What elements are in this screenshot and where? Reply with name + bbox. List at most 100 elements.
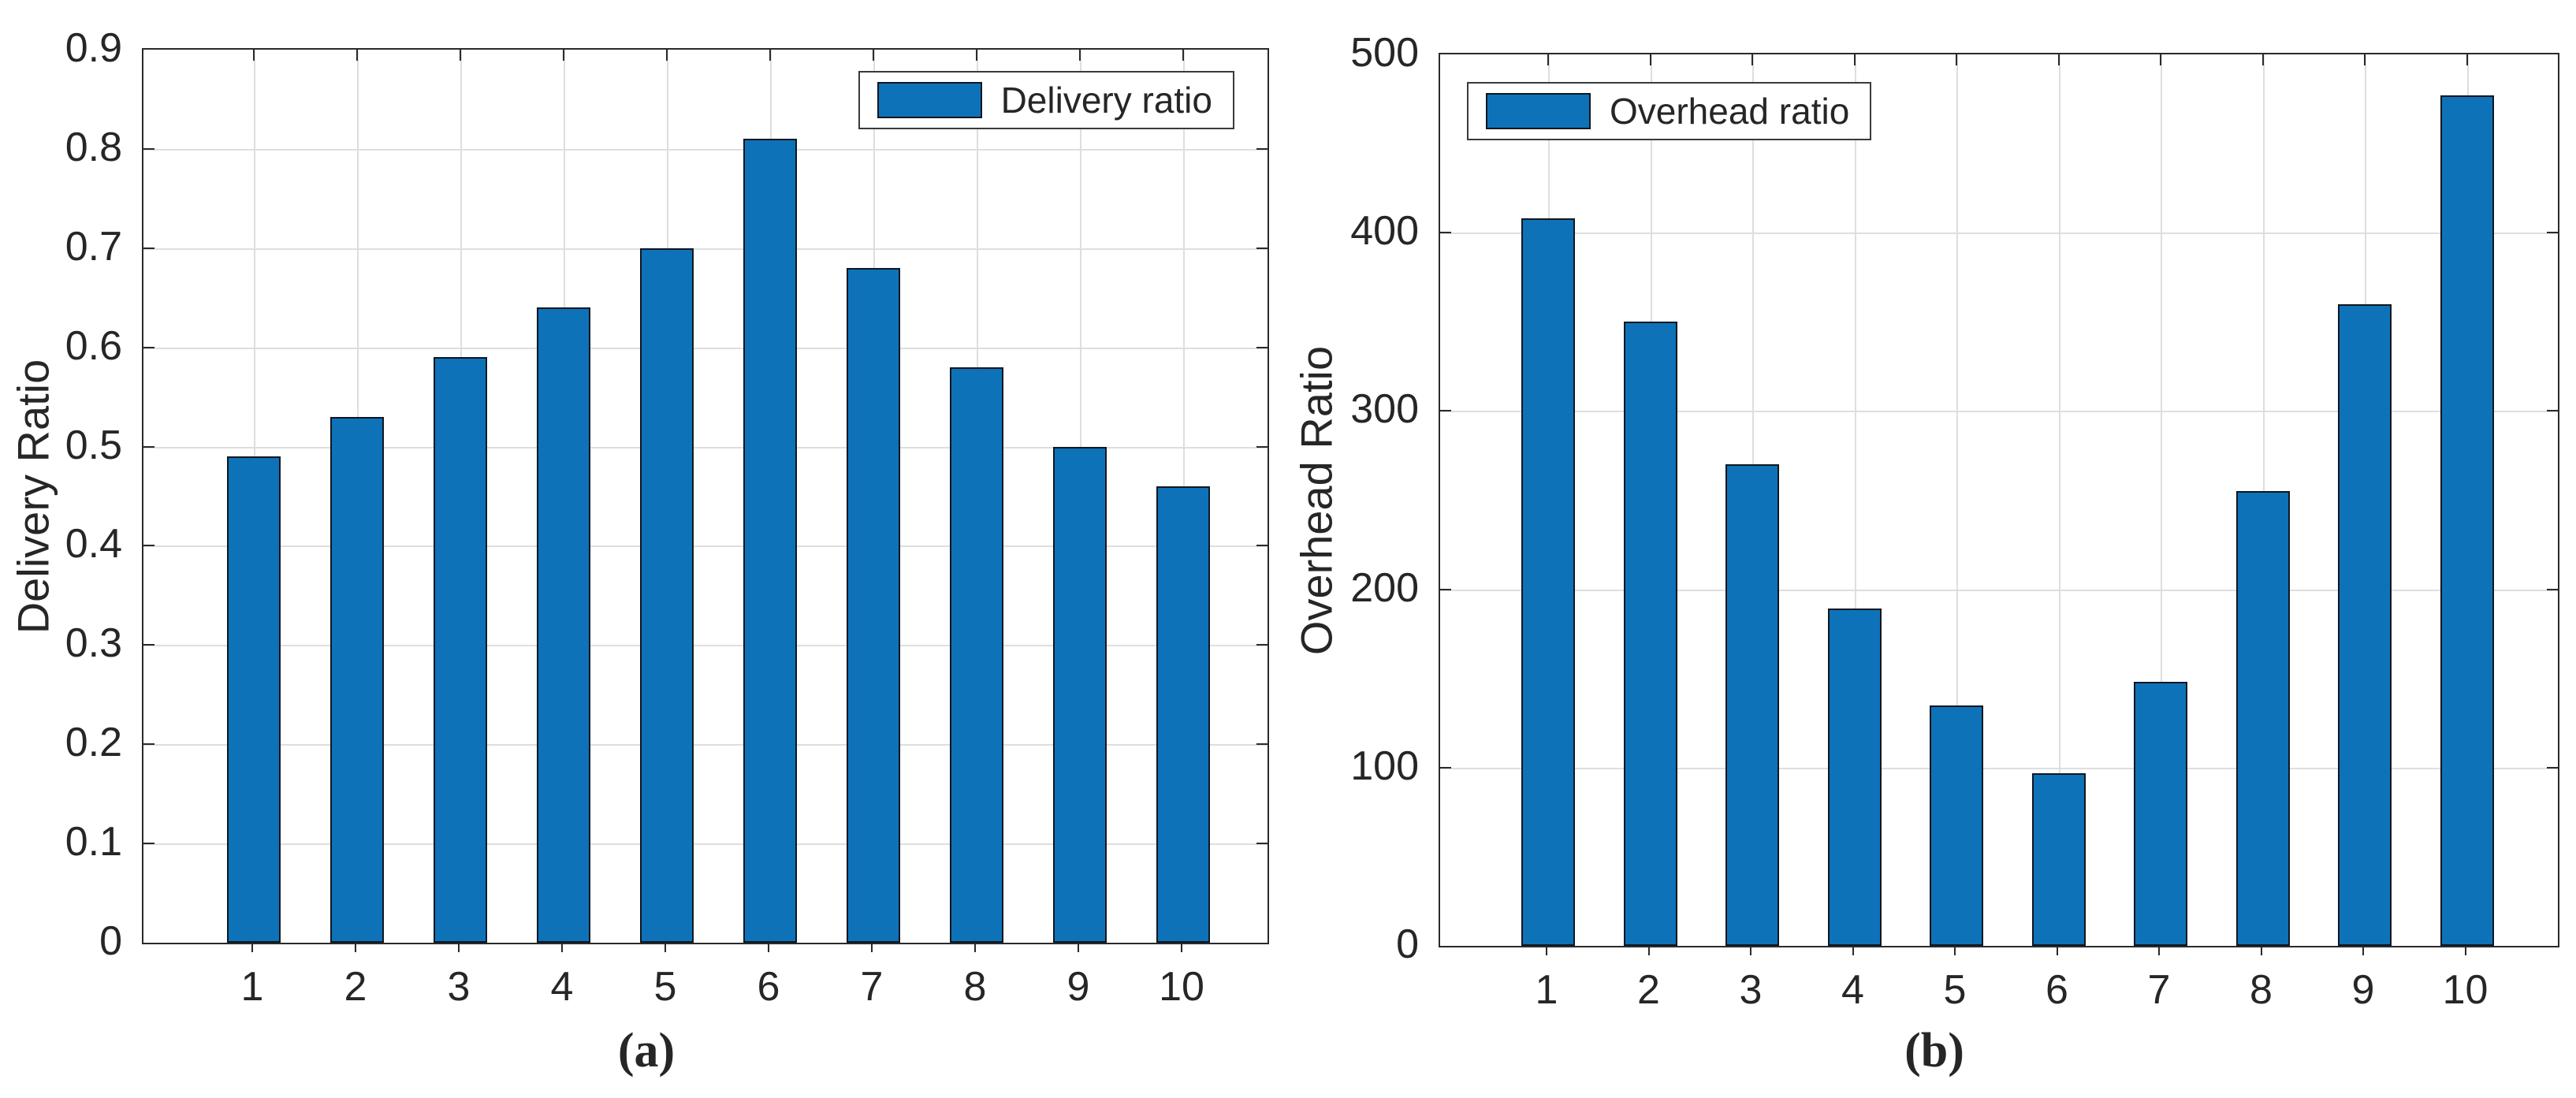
x-tick-label: 10 [1159, 964, 1204, 1010]
x-tick-mark [2056, 946, 2058, 955]
x-tick-mark [1852, 946, 1854, 955]
y-tick-label: 0.2 [65, 720, 122, 766]
bar [1827, 609, 1882, 946]
x-tick-mark [2057, 54, 2060, 65]
x-tick-label: 3 [447, 964, 471, 1010]
tick-marks-layer [143, 50, 1268, 943]
x-tick-label: 7 [2147, 967, 2171, 1013]
x-tick-mark [1182, 50, 1184, 61]
x-tick-label: 4 [550, 964, 574, 1010]
x-tick-label: 8 [963, 964, 987, 1010]
x-tick-mark [664, 943, 666, 952]
x-tick-mark [1956, 54, 1957, 65]
x-tick-mark [1647, 946, 1650, 955]
legend-swatch [1486, 93, 1591, 129]
h-gridline [143, 148, 1268, 151]
x-tick-label: 1 [240, 964, 264, 1010]
y-tick-mark [143, 743, 154, 746]
x-tick-mark [769, 50, 771, 61]
x-tick-mark [563, 50, 564, 61]
y-tick-label: 0.3 [65, 620, 122, 667]
y-tick-label: 200 [1350, 564, 1419, 611]
y-tick-mark [143, 445, 154, 448]
x-tick-mark [460, 50, 461, 61]
bar [2235, 491, 2290, 946]
x-tick-mark [1079, 50, 1081, 61]
x-tick-label: 6 [2046, 967, 2068, 1013]
x-tick-mark [666, 50, 668, 61]
x-tick-label: 2 [344, 964, 367, 1010]
v-gridline [2058, 54, 2060, 946]
bars-layer [143, 50, 1268, 943]
y-tick-label: 500 [1350, 30, 1419, 76]
x-tick-label: 6 [757, 964, 780, 1010]
y-tick-mark [1440, 232, 1451, 234]
x-tick-mark [355, 943, 356, 952]
x-tick-mark [356, 50, 358, 61]
x-tick-mark [1181, 943, 1182, 952]
bar [950, 367, 1003, 943]
x-tick-mark [458, 943, 460, 952]
bars-layer [1440, 54, 2558, 946]
x-tick-mark [561, 943, 563, 952]
x-tick-label: 1 [1535, 967, 1558, 1013]
y-tick-label: 0.5 [65, 422, 122, 468]
panel-caption: (a) [617, 1024, 676, 1078]
x-tick-mark [768, 943, 769, 952]
x-tick-mark [1750, 946, 1751, 955]
x-tick-mark [2160, 54, 2161, 65]
bar [847, 267, 900, 943]
bar [1725, 464, 1779, 946]
x-tick-mark [2466, 54, 2468, 65]
y-tick-mark [1440, 410, 1451, 412]
y-tick-mark [1440, 588, 1451, 590]
y-tick-mark [2547, 588, 2558, 590]
y-tick-mark [143, 545, 154, 547]
bar [434, 357, 487, 943]
x-tick-label: 7 [860, 964, 884, 1010]
y-tick-label: 100 [1350, 743, 1419, 789]
y-tick-label: 0 [1396, 921, 1419, 967]
x-tick-mark [2260, 946, 2262, 955]
y-tick-mark [1256, 545, 1268, 547]
bar [2134, 682, 2187, 946]
x-tick-mark [1954, 946, 1956, 955]
y-tick-mark [143, 843, 154, 845]
x-tick-mark [976, 50, 977, 61]
legend: Overhead ratio [1467, 82, 1872, 140]
x-tick-mark [1546, 946, 1547, 955]
y-tick-label: 0.9 [65, 25, 122, 71]
y-tick-mark [1256, 346, 1268, 348]
bar [1053, 446, 1107, 943]
bar [2338, 303, 2392, 946]
x-tick-label: 5 [653, 964, 677, 1010]
y-tick-label: 0.1 [65, 819, 122, 865]
h-gridline [1440, 589, 2558, 591]
x-tick-label: 3 [1739, 967, 1763, 1013]
tick-marks-layer [1440, 54, 2558, 946]
h-gridline [1440, 233, 2558, 235]
y-tick-mark [1256, 247, 1268, 249]
legend-swatch [877, 82, 982, 118]
h-gridline [143, 545, 1268, 548]
y-tick-mark [143, 247, 154, 249]
y-tick-mark [1256, 147, 1268, 150]
y-tick-label: 0.7 [65, 223, 122, 270]
bar [537, 307, 590, 943]
bar [1930, 705, 1983, 946]
v-gridline [2161, 54, 2162, 946]
x-tick-mark [2464, 946, 2466, 955]
y-tick-mark [143, 346, 154, 348]
h-gridline [143, 645, 1268, 647]
x-tick-label: 9 [2351, 967, 2375, 1013]
v-gridline [1956, 54, 1958, 946]
v-gridline [1854, 54, 1856, 946]
panel-caption: (b) [1904, 1024, 1964, 1078]
x-tick-mark [2261, 54, 2264, 65]
y-tick-mark [143, 644, 154, 646]
legend: Delivery ratio [858, 71, 1234, 129]
x-tick-mark [2364, 54, 2366, 65]
x-tick-label: 8 [2250, 967, 2273, 1013]
